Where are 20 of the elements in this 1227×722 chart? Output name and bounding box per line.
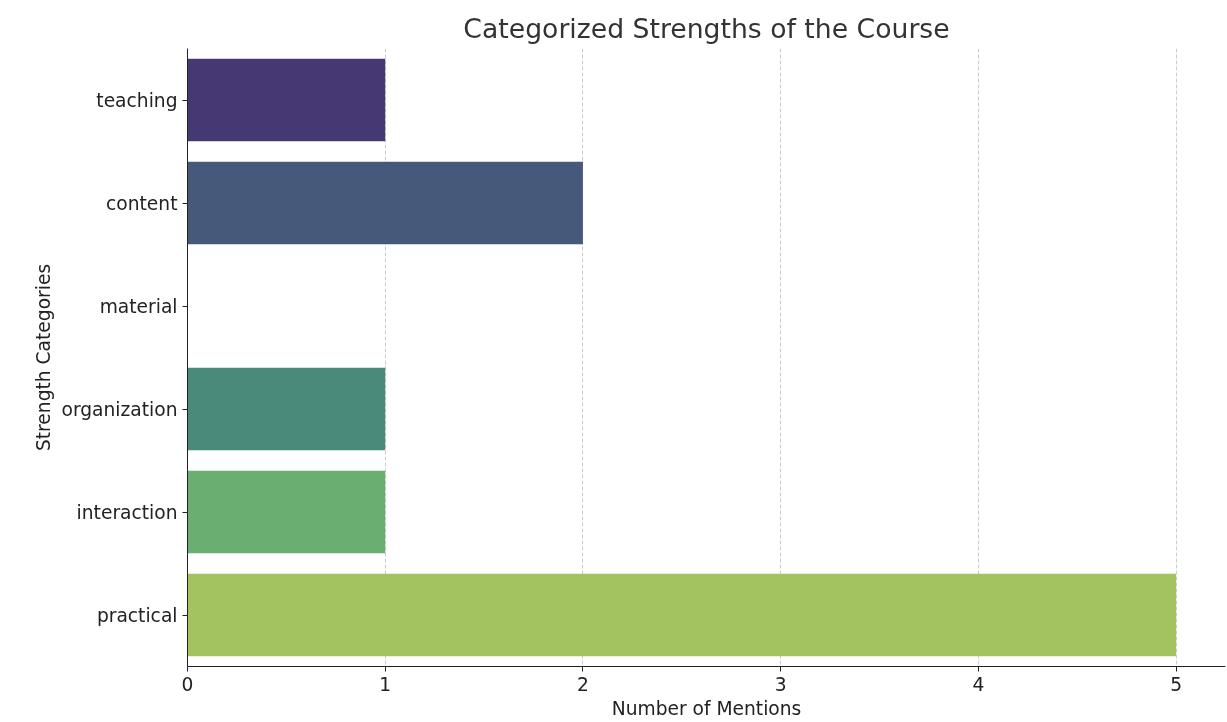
bar [187, 58, 386, 142]
bar [187, 470, 386, 554]
x-tick-label: 0 [181, 673, 194, 695]
chart-title: Categorized Strengths of the Course [463, 12, 950, 44]
x-tick-label: 1 [379, 673, 392, 695]
y-tick-label: practical [96, 604, 178, 626]
y-tick-label: content [106, 192, 178, 214]
x-tick-label: 4 [972, 673, 985, 695]
bar [187, 367, 386, 451]
x-axis-title: Number of Mentions [611, 697, 802, 719]
x-tick-label: 3 [774, 673, 787, 695]
bar [187, 573, 1177, 657]
x-tick-label: 5 [1170, 673, 1183, 695]
y-tick-label: organization [61, 398, 178, 420]
y-tick-label: interaction [76, 501, 178, 523]
y-tick-label: teaching [96, 89, 178, 111]
x-tick-label: 2 [576, 673, 589, 695]
y-tick-label: material [99, 295, 178, 317]
y-axis-title: Strength Categories [33, 263, 55, 452]
bar [187, 161, 583, 245]
